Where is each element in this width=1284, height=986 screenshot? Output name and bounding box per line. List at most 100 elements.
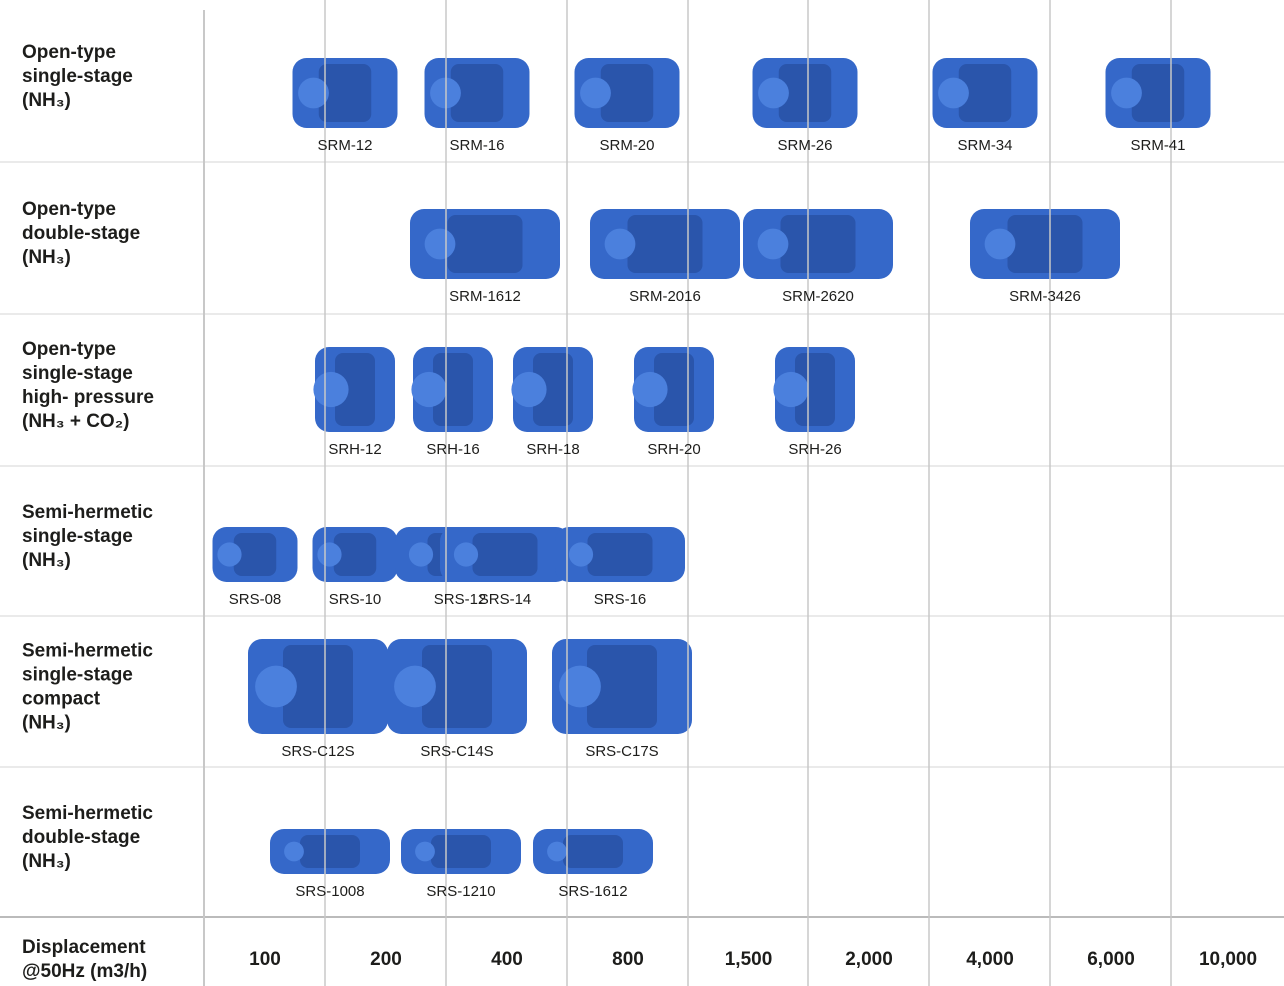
row-label: single-stage [22, 363, 133, 384]
model-name: SRH-26 [788, 441, 841, 458]
model-name: SRM-2016 [629, 288, 701, 305]
model-name: SRS-16 [594, 591, 647, 608]
model-name: SRS-1008 [295, 883, 364, 900]
compressor-detail [255, 665, 297, 708]
compressor-detail [568, 542, 594, 567]
compressor-detail [453, 542, 479, 567]
footer-label: Displacement [22, 937, 146, 958]
compressor-detail [472, 533, 538, 576]
displacement-value: 1,500 [725, 949, 773, 970]
model-name: SRH-12 [328, 441, 381, 458]
model-name: SRM-1612 [449, 288, 521, 305]
compressor-detail [984, 228, 1016, 260]
row-label: single-stage [22, 526, 133, 547]
compressor-detail [284, 841, 304, 862]
compressor-detail [511, 371, 547, 408]
model-name: SRS-10 [329, 591, 382, 608]
compressor-detail [408, 542, 434, 567]
compressor-detail [938, 77, 969, 109]
displacement-value: 6,000 [1087, 949, 1135, 970]
compressor-detail [758, 77, 789, 109]
compressor-detail [313, 371, 349, 408]
displacement-value: 2,000 [845, 949, 893, 970]
compressor-detail [547, 841, 567, 862]
model-name: SRM-26 [777, 137, 832, 154]
compressor-detail [580, 77, 611, 109]
compressor-detail [394, 665, 436, 708]
model-name: SRS-08 [229, 591, 282, 608]
compressor-detail [795, 353, 835, 426]
compressor-detail [627, 215, 703, 273]
row-label: Semi-hermetic [22, 502, 153, 523]
compressor-detail [533, 353, 573, 426]
compressor-detail [411, 371, 447, 408]
compressor-detail [780, 215, 856, 273]
compressor-detail [431, 835, 491, 868]
row-label: high- pressure [22, 387, 154, 408]
model-name: SRS-C14S [420, 743, 493, 760]
row-label: (NH₃) [22, 851, 71, 872]
model-name: SRH-18 [526, 441, 579, 458]
model-name: SRS-1210 [426, 883, 495, 900]
compressor-detail [587, 645, 657, 728]
row-label: Open-type [22, 199, 116, 220]
model-name: SRM-20 [599, 137, 654, 154]
footer-label: @50Hz (m3/h) [22, 961, 147, 982]
displacement-value: 100 [249, 949, 281, 970]
compressor-detail [632, 371, 668, 408]
row-label: double-stage [22, 223, 140, 244]
row-label: single-stage [22, 665, 133, 686]
row-label: (NH₃) [22, 90, 71, 111]
compressor-detail [600, 64, 654, 122]
compressor-detail [283, 645, 353, 728]
compressor-detail [333, 533, 377, 576]
model-name: SRS-14 [479, 591, 532, 608]
model-name: SRM-34 [957, 137, 1012, 154]
compressor-detail [415, 841, 435, 862]
model-name: SRS-C17S [585, 743, 658, 760]
model-name: SRS-C12S [281, 743, 354, 760]
row-label: compact [22, 689, 101, 710]
row-label: (NH₃) [22, 713, 71, 734]
model-name: SRM-41 [1130, 137, 1185, 154]
compressor-detail [563, 835, 623, 868]
model-name: SRM-16 [449, 137, 504, 154]
compressor-detail [450, 64, 504, 122]
model-name: SRS-1612 [558, 883, 627, 900]
compressor-detail [958, 64, 1012, 122]
compressor-detail [604, 228, 636, 260]
row-label: double-stage [22, 827, 140, 848]
compressor-detail [1007, 215, 1083, 273]
compressor-detail [1111, 77, 1142, 109]
compressor-detail [447, 215, 523, 273]
displacement-value: 800 [612, 949, 644, 970]
model-name: SRH-16 [426, 441, 479, 458]
compressor-detail [778, 64, 832, 122]
row-label: (NH₃) [22, 247, 71, 268]
model-name: SRM-2620 [782, 288, 854, 305]
compressor-detail [654, 353, 694, 426]
row-label: (NH₃) [22, 550, 71, 571]
compressor-detail [300, 835, 360, 868]
model-name: SRM-12 [317, 137, 372, 154]
model-name: SRH-20 [647, 441, 700, 458]
compressor-detail [335, 353, 375, 426]
displacement-value: 4,000 [966, 949, 1014, 970]
row-label: (NH₃ + CO₂) [22, 411, 129, 432]
row-label: Semi-hermetic [22, 803, 153, 824]
displacement-value: 400 [491, 949, 523, 970]
compressor-detail [757, 228, 789, 260]
displacement-value: 200 [370, 949, 402, 970]
compressor-detail [317, 542, 342, 567]
compressor-detail [298, 77, 329, 109]
compressor-detail [424, 228, 456, 260]
row-label: Semi-hermetic [22, 641, 153, 662]
compressor-detail [587, 533, 653, 576]
compressor-detail [217, 542, 242, 567]
compressor-detail [318, 64, 372, 122]
model-name: SRM-3426 [1009, 288, 1081, 305]
compressor-detail [233, 533, 277, 576]
row-label: Open-type [22, 42, 116, 63]
compressor-detail [559, 665, 601, 708]
